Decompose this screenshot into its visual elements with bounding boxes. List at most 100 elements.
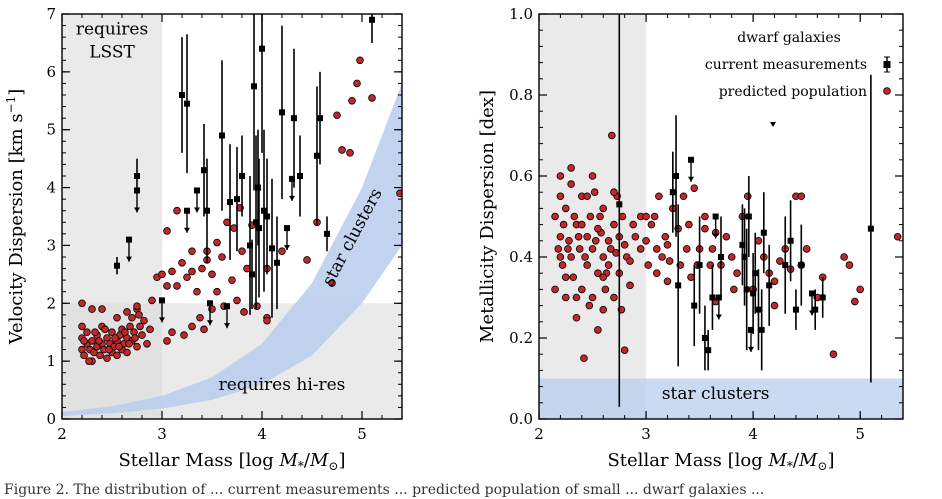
- measurement: [114, 257, 120, 275]
- predicted-point: [263, 316, 271, 325]
- predicted-point: [123, 348, 131, 357]
- predicted-point: [856, 285, 864, 294]
- predicted-point: [163, 227, 171, 235]
- predicted-point: [108, 328, 116, 337]
- measurement-marker: [715, 294, 722, 301]
- predicted-point: [599, 273, 608, 282]
- predicted-point: [583, 192, 591, 201]
- predicted-point: [564, 245, 572, 253]
- measurement-marker: [688, 156, 695, 163]
- predicted-point: [163, 282, 171, 290]
- measurement: [750, 252, 757, 334]
- y-tick-label: 4: [46, 179, 56, 197]
- measurement-marker: [204, 207, 210, 214]
- predicted-point: [83, 328, 91, 337]
- predicted-point: [594, 224, 602, 233]
- predicted-point: [125, 339, 133, 348]
- predicted-point: [733, 269, 741, 278]
- predicted-point: [776, 257, 784, 265]
- predicted-point: [590, 188, 599, 197]
- predicted-point: [644, 261, 652, 269]
- measurement: [616, 14, 623, 407]
- measurement-marker: [134, 173, 140, 179]
- predicted-point: [143, 339, 151, 348]
- measurement: [264, 158, 270, 275]
- legend-square: [883, 61, 891, 68]
- predicted-point: [133, 302, 141, 310]
- predicted-point: [200, 325, 208, 334]
- predicted-point: [581, 253, 589, 261]
- predicted-point: [135, 311, 143, 319]
- y-tick-label: 1.0: [509, 5, 533, 23]
- predicted-point: [567, 180, 575, 188]
- predicted-point: [173, 206, 181, 215]
- measurement: [227, 144, 233, 260]
- measurement: [194, 187, 200, 213]
- predicted-point: [188, 247, 196, 256]
- measurement-marker: [809, 290, 815, 297]
- predicted-point: [196, 313, 204, 322]
- predicted-point: [594, 326, 602, 334]
- measurement-marker: [758, 326, 765, 333]
- measurement-marker: [696, 262, 703, 269]
- measurement-marker: [787, 237, 794, 244]
- predicted-point: [665, 257, 674, 265]
- x-tick-label: 2: [57, 425, 67, 443]
- measurement-marker: [253, 219, 259, 226]
- x-tick-label: 3: [641, 425, 651, 443]
- predicted-point: [356, 56, 364, 65]
- predicted-point: [561, 293, 570, 302]
- measurement-marker: [259, 45, 265, 52]
- predicted-point: [556, 192, 565, 201]
- predicted-point: [574, 232, 583, 241]
- measurement: [867, 74, 874, 383]
- predicted-point: [368, 94, 376, 102]
- predicted-point: [661, 232, 670, 241]
- legend-entry: predicted population: [719, 84, 867, 100]
- predicted-point: [168, 267, 176, 276]
- predicted-point: [567, 164, 575, 172]
- predicted-point: [610, 188, 618, 197]
- predicted-point: [682, 245, 691, 253]
- measurement: [261, 129, 267, 292]
- predicted-point: [851, 297, 859, 306]
- x-tick-label: 2: [534, 425, 544, 443]
- upper-limit-arrow: [159, 317, 165, 323]
- y-tick-label: 0.2: [509, 329, 533, 347]
- measurement-marker: [247, 242, 253, 249]
- predicted-point: [103, 334, 111, 342]
- y-tick-label: 2: [46, 294, 56, 312]
- predicted-point: [554, 245, 563, 253]
- predicted-point: [148, 296, 156, 305]
- measurement-marker: [184, 207, 190, 214]
- measurement-marker: [324, 230, 330, 237]
- measurement: [701, 305, 708, 371]
- x-tick-label: 4: [257, 425, 267, 443]
- measurement: [184, 207, 190, 233]
- predicted-point: [770, 301, 779, 310]
- measurement-marker: [279, 109, 285, 116]
- measurement-marker: [739, 241, 746, 248]
- measurement: [219, 60, 225, 211]
- measurement: [134, 187, 140, 213]
- y-tick-label: 0.4: [509, 248, 533, 266]
- upper-limit-arrow: [284, 245, 290, 251]
- y-tick-label: 5: [46, 121, 56, 139]
- predicted-point: [111, 334, 119, 342]
- y-tick-label: 7: [46, 5, 56, 23]
- predicted-point: [188, 267, 196, 276]
- predicted-point: [78, 322, 86, 331]
- predicted-point: [551, 212, 559, 221]
- predicted-point: [642, 237, 650, 245]
- measurement-marker: [741, 254, 748, 260]
- measurement-marker: [709, 294, 716, 301]
- upper-limit-arrow: [712, 233, 719, 239]
- predicted-point: [743, 192, 752, 201]
- predicted-point: [96, 351, 104, 360]
- predicted-point: [91, 328, 99, 337]
- annotation: requires hi-res: [219, 375, 346, 395]
- predicted-point: [278, 247, 286, 256]
- predicted-point: [647, 220, 656, 229]
- y-tick-label: 0: [46, 410, 56, 428]
- predicted-point: [580, 354, 588, 363]
